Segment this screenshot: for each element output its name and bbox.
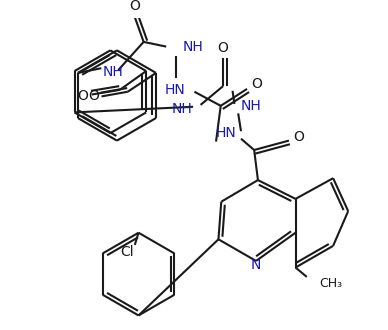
- Text: Cl: Cl: [120, 245, 134, 258]
- Text: NH: NH: [241, 99, 262, 113]
- Text: HN: HN: [216, 126, 236, 140]
- Text: O: O: [218, 42, 229, 55]
- Text: NH: NH: [102, 65, 123, 79]
- Text: O: O: [293, 130, 304, 144]
- Text: N: N: [251, 258, 261, 272]
- Text: NH: NH: [183, 40, 204, 53]
- Text: O: O: [77, 89, 88, 103]
- Text: O: O: [251, 77, 262, 91]
- Text: O: O: [88, 89, 99, 103]
- Text: NH: NH: [171, 102, 192, 116]
- Text: CH₃: CH₃: [319, 277, 342, 290]
- Text: HN: HN: [165, 83, 185, 97]
- Text: O: O: [129, 0, 140, 13]
